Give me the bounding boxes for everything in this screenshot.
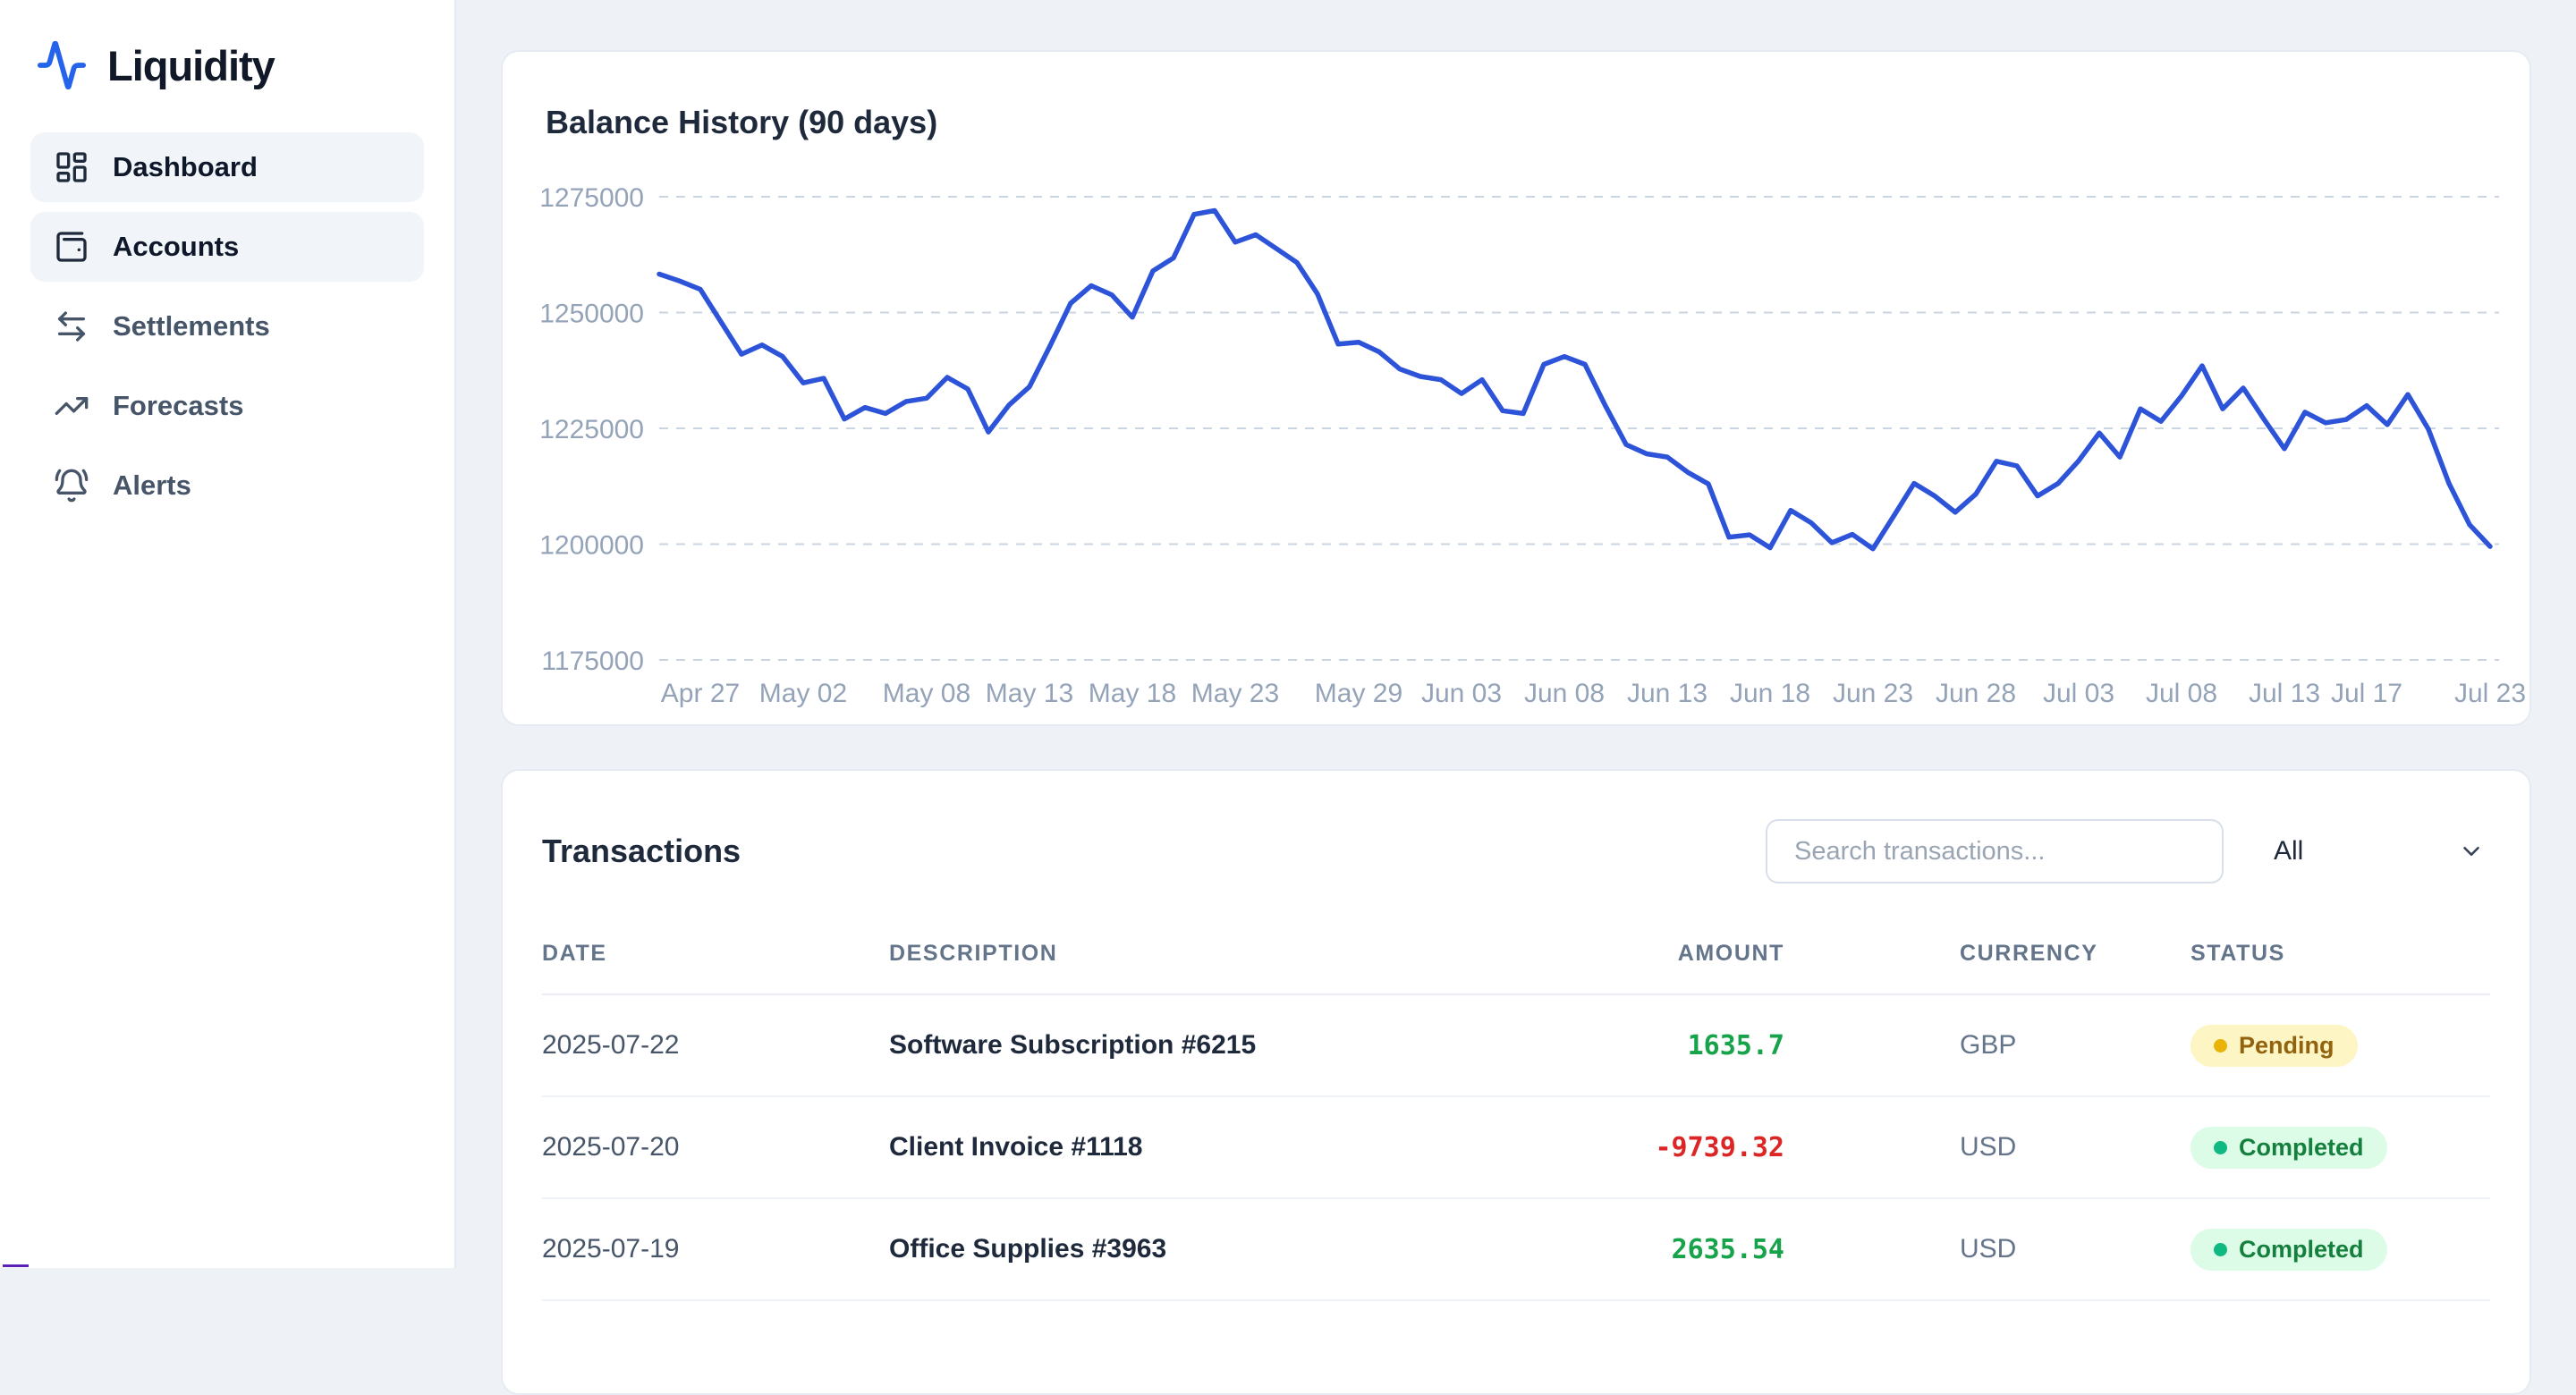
svg-text:Jul 13: Jul 13 <box>2249 679 2320 708</box>
arrows-left-right-icon <box>54 309 89 344</box>
main-content: 1275000 1250000 1225000 1200000 1175000 Apr 2… <box>456 0 2576 1395</box>
status-dot-icon <box>2214 1242 2227 1256</box>
column-header-description: DESCRIPTION <box>889 941 1058 966</box>
svg-text:1250000: 1250000 <box>539 300 644 329</box>
transactions-header: Transactions All <box>542 819 2490 884</box>
balance-chart-title: Balance History (90 days) <box>546 104 938 140</box>
status-filter-select[interactable]: All <box>2250 819 2490 884</box>
table-row[interactable]: 2025-07-19 Office Supplies #3963 2635.54… <box>542 1199 2490 1301</box>
cell-status: Completed <box>2169 1126 2485 1169</box>
wallet-icon <box>54 229 89 265</box>
svg-text:1200000: 1200000 <box>539 531 644 561</box>
balance-history-card: 1275000 1250000 1225000 1200000 1175000 Apr 2… <box>501 50 2531 726</box>
status-dot-icon <box>2214 1140 2227 1154</box>
cell-amount: 1635.7 <box>1687 1029 1784 1061</box>
status-label: Completed <box>2239 1235 2364 1263</box>
svg-text:Jul 23: Jul 23 <box>2454 679 2526 708</box>
transactions-card: Transactions All DATE DESCRIPTION AMOUNT <box>501 769 2531 1395</box>
cell-date: 2025-07-22 <box>542 1030 680 1060</box>
sidebar-item-accounts[interactable]: Accounts <box>30 212 424 282</box>
chevron-down-icon <box>2458 838 2485 865</box>
cell-currency: USD <box>1960 1132 2017 1162</box>
svg-text:May 08: May 08 <box>883 679 970 708</box>
svg-text:Jun 08: Jun 08 <box>1524 679 1605 708</box>
cell-date: 2025-07-20 <box>542 1132 680 1162</box>
trending-up-icon <box>54 388 89 424</box>
cell-description: Software Subscription #6215 <box>889 1030 1257 1060</box>
cell-amount: 2635.54 <box>1671 1233 1784 1265</box>
svg-text:May 29: May 29 <box>1315 679 1402 708</box>
sidebar-item-label: Settlements <box>113 310 270 342</box>
transactions-controls: All <box>1766 819 2490 884</box>
column-header-currency: CURRENCY <box>1960 941 2098 966</box>
cell-amount: -9739.32 <box>1655 1131 1785 1163</box>
column-header-amount: AMOUNT <box>1677 941 1784 966</box>
sidebar-item-alerts[interactable]: Alerts <box>30 451 424 520</box>
svg-text:Jul 08: Jul 08 <box>2146 679 2217 708</box>
cell-description: Client Invoice #1118 <box>889 1132 1143 1162</box>
svg-text:1175000: 1175000 <box>541 647 644 676</box>
bell-icon <box>54 468 89 503</box>
svg-text:May 02: May 02 <box>759 679 847 708</box>
svg-text:Jun 23: Jun 23 <box>1833 679 1913 708</box>
transactions-title: Transactions <box>542 833 741 869</box>
sidebar-nav: Dashboard Accounts Settlements <box>30 132 424 520</box>
svg-text:Jun 13: Jun 13 <box>1627 679 1707 708</box>
sidebar-item-label: Alerts <box>113 469 191 501</box>
sidebar: Liquidity Dashboard Accounts <box>0 0 456 1268</box>
column-header-status: STATUS <box>2190 941 2285 966</box>
table-row[interactable]: 2025-07-20 Client Invoice #1118 -9739.32… <box>542 1097 2490 1199</box>
cell-status: Completed <box>2169 1228 2485 1271</box>
sidebar-item-label: Accounts <box>113 231 240 262</box>
search-input[interactable] <box>1766 819 2224 884</box>
svg-text:Jun 28: Jun 28 <box>1936 679 2016 708</box>
activity-pulse-icon <box>36 39 88 91</box>
cell-description: Office Supplies #3963 <box>889 1234 1167 1264</box>
status-badge: Completed <box>2190 1126 2387 1169</box>
stray-purple-mark <box>3 1264 29 1267</box>
svg-text:Jun 03: Jun 03 <box>1421 679 1502 708</box>
table-header-row: DATE DESCRIPTION AMOUNT CURRENCY STATUS <box>542 925 2490 995</box>
balance-chart: 1275000 1250000 1225000 1200000 1175000 Apr 2… <box>539 183 2526 708</box>
cell-currency: GBP <box>1960 1030 2017 1060</box>
app-title: Liquidity <box>107 41 275 89</box>
sidebar-item-dashboard[interactable]: Dashboard <box>30 132 424 202</box>
sidebar-item-label: Dashboard <box>113 151 258 182</box>
status-filter-value: All <box>2274 836 2304 866</box>
svg-text:1225000: 1225000 <box>539 415 644 444</box>
sidebar-item-forecasts[interactable]: Forecasts <box>30 371 424 441</box>
app-logo: Liquidity <box>30 27 424 132</box>
svg-text:Jul 17: Jul 17 <box>2331 679 2402 708</box>
svg-text:Jul 03: Jul 03 <box>2043 679 2114 708</box>
column-header-date: DATE <box>542 941 607 966</box>
cell-status: Pending <box>2169 1024 2485 1067</box>
status-badge: Completed <box>2190 1228 2387 1271</box>
svg-text:1275000: 1275000 <box>539 183 644 213</box>
sidebar-item-settlements[interactable]: Settlements <box>30 292 424 361</box>
svg-text:May 23: May 23 <box>1191 679 1279 708</box>
svg-text:Jun 18: Jun 18 <box>1730 679 1810 708</box>
transactions-body: 2025-07-22 Software Subscription #6215 1… <box>542 995 2490 1301</box>
svg-text:Apr 27: Apr 27 <box>661 679 740 708</box>
status-label: Completed <box>2239 1133 2364 1161</box>
status-label: Pending <box>2239 1031 2334 1059</box>
svg-text:May 13: May 13 <box>986 679 1073 708</box>
status-badge: Pending <box>2190 1024 2358 1067</box>
status-dot-icon <box>2214 1038 2227 1053</box>
svg-text:May 18: May 18 <box>1089 679 1176 708</box>
dashboard-grid-icon <box>54 149 89 185</box>
cell-currency: USD <box>1960 1234 2017 1264</box>
table-row[interactable]: 2025-07-22 Software Subscription #6215 1… <box>542 995 2490 1097</box>
cell-date: 2025-07-19 <box>542 1234 680 1264</box>
sidebar-item-label: Forecasts <box>113 390 244 421</box>
transactions-table: DATE DESCRIPTION AMOUNT CURRENCY STATUS … <box>542 925 2490 1301</box>
